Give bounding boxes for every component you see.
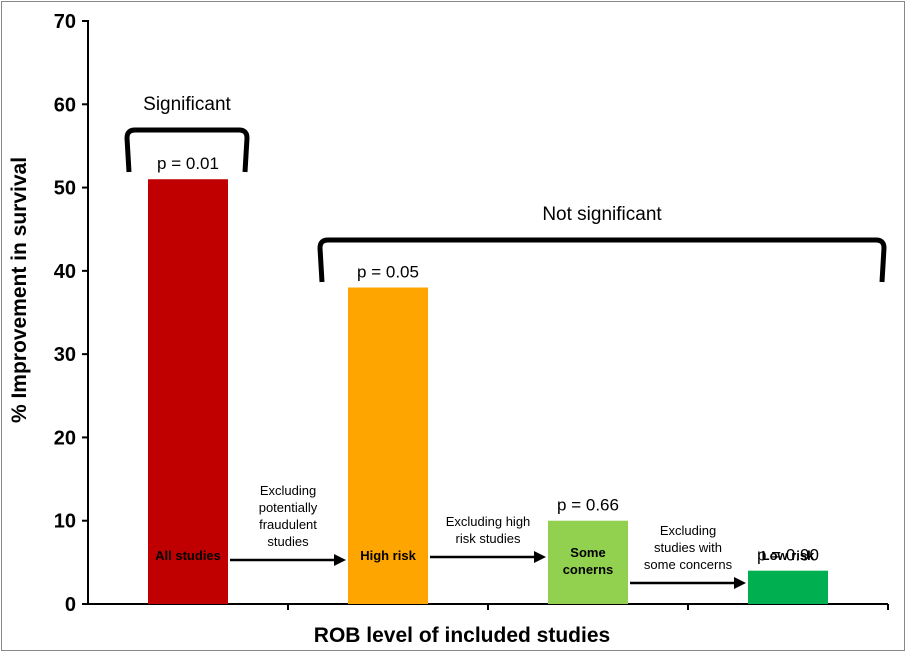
bracket-label: Significant xyxy=(143,94,231,115)
arrow-caption: studies with xyxy=(654,540,722,555)
arrow-caption: studies xyxy=(267,534,309,549)
y-tick-label: 30 xyxy=(54,344,76,366)
category-label: conerns xyxy=(563,562,614,577)
y-tick-label: 60 xyxy=(54,94,76,116)
p-value-label: p = 0.01 xyxy=(157,154,219,173)
y-axis: 0 10 20 30 40 50 60 70 xyxy=(54,11,89,616)
arrow-caption: Excluding xyxy=(660,523,716,538)
arrow-caption: Excluding xyxy=(260,483,316,498)
y-tick-label: 40 xyxy=(54,261,76,283)
bar xyxy=(748,570,828,604)
y-tick-label: 50 xyxy=(54,178,76,200)
category-label: Low risk xyxy=(762,548,816,563)
significance-bracket xyxy=(124,127,250,173)
arrows: Excluding potentially fraudulent studies Exc… xyxy=(230,483,746,589)
bracket-label: Not significant xyxy=(542,204,662,225)
significance-bracket xyxy=(317,237,887,283)
arrow-caption: potentially xyxy=(259,500,318,515)
bar xyxy=(548,520,628,604)
arrow-caption: fraudulent xyxy=(259,517,317,532)
y-tick-label: 70 xyxy=(54,11,76,33)
p-value-label: p = 0.05 xyxy=(357,263,419,282)
arrow-caption: some concerns xyxy=(644,557,733,572)
y-tick-label: 10 xyxy=(54,511,76,533)
category-label: Some xyxy=(570,545,605,560)
bars: p = 0.01 All studies p = 0.05 High risk p = … xyxy=(148,154,828,604)
p-value-label: p = 0.90 xyxy=(757,546,819,565)
x-axis-title: ROB level of included studies xyxy=(314,624,610,647)
y-tick-label: 0 xyxy=(65,594,76,616)
arrow-head xyxy=(534,551,546,563)
bar xyxy=(348,287,428,604)
arrow-caption: risk studies xyxy=(455,531,521,546)
brackets: Significant Not significant xyxy=(124,94,887,283)
y-axis-title: % Improvement in survival xyxy=(8,157,31,423)
arrow-head xyxy=(334,554,346,566)
x-axis xyxy=(88,603,889,610)
bar xyxy=(148,179,228,604)
category-label: All studies xyxy=(155,548,221,563)
p-value-label: p = 0.66 xyxy=(557,496,619,515)
category-label: High risk xyxy=(360,548,416,563)
y-tick-label: 20 xyxy=(54,427,76,449)
arrow-head xyxy=(734,577,746,589)
arrow-caption: Excluding high xyxy=(446,514,531,529)
